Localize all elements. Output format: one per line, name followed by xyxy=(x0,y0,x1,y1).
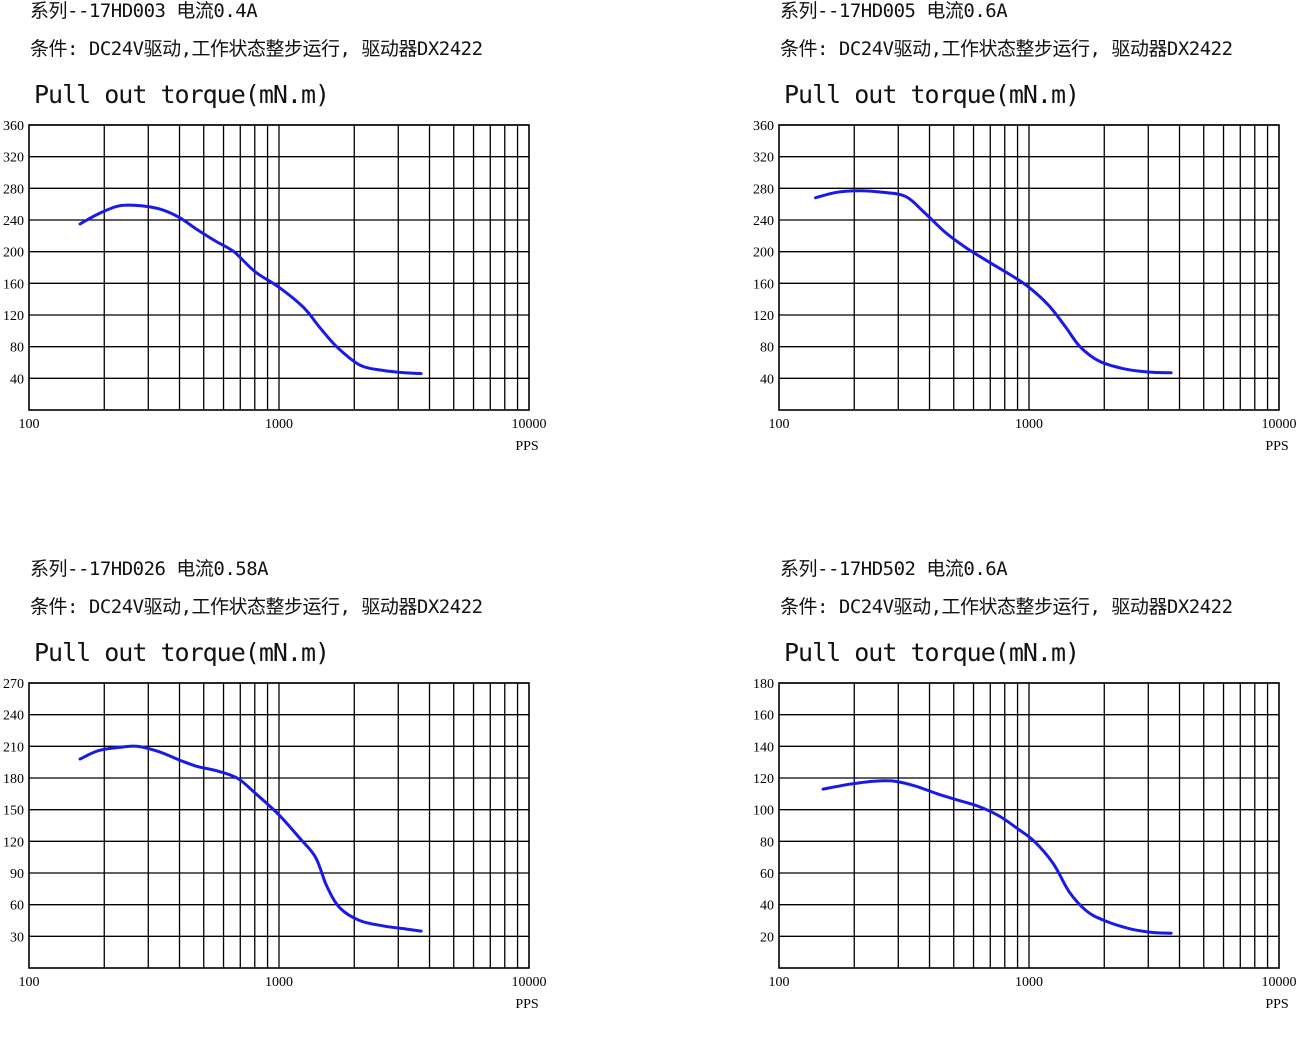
plot-frame xyxy=(778,682,1280,969)
condition-text: 条件: DC24V驱动,工作状态整步运行, 驱动器DX2422 xyxy=(780,596,1233,618)
y-tick-label: 280 xyxy=(753,182,774,197)
y-tick-label: 80 xyxy=(760,341,774,356)
x-tick-label: 1000 xyxy=(265,975,293,990)
y-tick-label: 120 xyxy=(753,309,774,324)
y-tick-label: 280 xyxy=(3,182,24,197)
y-tick-label: 40 xyxy=(10,372,24,387)
condition-text: 条件: DC24V驱动,工作状态整步运行, 驱动器DX2422 xyxy=(30,596,483,618)
condition-text: 条件: DC24V驱动,工作状态整步运行, 驱动器DX2422 xyxy=(780,38,1233,60)
x-axis-label: PPS xyxy=(1265,439,1288,454)
y-tick-label: 320 xyxy=(3,151,24,166)
chart-title: Pull out torque(mN.m) xyxy=(34,638,330,667)
x-tick-label: 1000 xyxy=(1015,417,1043,432)
y-tick-label: 60 xyxy=(760,867,774,882)
y-tick-label: 210 xyxy=(3,740,24,755)
chart-title: Pull out torque(mN.m) xyxy=(784,80,1080,109)
x-tick-label: 100 xyxy=(769,417,790,432)
x-tick-label: 10000 xyxy=(512,975,547,990)
chart-title: Pull out torque(mN.m) xyxy=(784,638,1080,667)
y-tick-label: 320 xyxy=(753,151,774,166)
plot-frame xyxy=(28,124,530,411)
x-tick-label: 10000 xyxy=(1262,417,1297,432)
y-tick-label: 240 xyxy=(3,214,24,229)
chart-panel-17hd005: 系列--17HD005 电流0.6A 条件: DC24V驱动,工作状态整步运行,… xyxy=(750,0,1300,480)
x-tick-label: 1000 xyxy=(265,417,293,432)
chart-panel-17hd003: 系列--17HD003 电流0.4A 条件: DC24V驱动,工作状态整步运行,… xyxy=(0,0,640,480)
series-heading: 系列--17HD502 电流0.6A xyxy=(780,558,1008,580)
y-tick-label: 270 xyxy=(3,677,24,692)
y-tick-label: 60 xyxy=(10,899,24,914)
condition-text: 条件: DC24V驱动,工作状态整步运行, 驱动器DX2422 xyxy=(30,38,483,60)
plot-frame xyxy=(28,682,530,969)
y-tick-label: 180 xyxy=(753,677,774,692)
x-axis-label: PPS xyxy=(515,997,538,1012)
x-tick-label: 100 xyxy=(19,417,40,432)
x-tick-label: 100 xyxy=(19,975,40,990)
x-tick-label: 10000 xyxy=(1262,975,1297,990)
plot-frame xyxy=(778,124,1280,411)
x-tick-label: 100 xyxy=(769,975,790,990)
y-tick-label: 240 xyxy=(753,214,774,229)
y-tick-label: 100 xyxy=(753,804,774,819)
series-heading: 系列--17HD003 电流0.4A xyxy=(30,0,258,22)
chart-panel-17hd502: 系列--17HD502 电流0.6A 条件: DC24V驱动,工作状态整步运行,… xyxy=(750,558,1300,1038)
y-tick-label: 90 xyxy=(10,867,24,882)
y-tick-label: 360 xyxy=(753,119,774,134)
y-tick-label: 120 xyxy=(3,835,24,850)
y-tick-label: 120 xyxy=(3,309,24,324)
y-tick-label: 30 xyxy=(10,930,24,945)
series-heading: 系列--17HD026 电流0.58A xyxy=(30,558,269,580)
x-axis-label: PPS xyxy=(515,439,538,454)
y-tick-label: 200 xyxy=(753,246,774,261)
y-tick-label: 140 xyxy=(753,740,774,755)
torque-chart: 40 80 120 160 200 240 280 320 360 100 1000 10000 PPS xyxy=(3,119,547,454)
x-axis-label: PPS xyxy=(1265,997,1288,1012)
y-tick-label: 240 xyxy=(3,709,24,724)
torque-curve xyxy=(814,189,1173,375)
y-tick-label: 360 xyxy=(3,119,24,134)
y-tick-label: 20 xyxy=(760,930,774,945)
series-heading: 系列--17HD005 电流0.6A xyxy=(780,0,1008,22)
torque-curve xyxy=(78,203,423,376)
x-tick-label: 10000 xyxy=(512,417,547,432)
y-tick-label: 80 xyxy=(10,341,24,356)
y-tick-label: 40 xyxy=(760,899,774,914)
y-tick-label: 120 xyxy=(753,772,774,787)
x-tick-label: 1000 xyxy=(1015,975,1043,990)
chart-title: Pull out torque(mN.m) xyxy=(34,80,330,109)
y-tick-label: 40 xyxy=(760,372,774,387)
y-tick-label: 160 xyxy=(753,277,774,292)
torque-curve xyxy=(821,779,1173,935)
torque-chart: 40 80 120 160 200 240 280 320 360 100 1000 10000 PPS xyxy=(753,119,1297,454)
torque-chart: 20 40 60 80 100 120 140 160 180 100 1000 10000 PPS xyxy=(753,677,1297,1012)
y-tick-label: 160 xyxy=(753,709,774,724)
torque-curve xyxy=(78,744,423,933)
y-tick-label: 80 xyxy=(760,835,774,850)
torque-chart: 30 60 90 120 150 180 210 240 270 100 1000 10000 PPS xyxy=(3,677,547,1012)
y-tick-label: 200 xyxy=(3,246,24,261)
y-tick-label: 160 xyxy=(3,277,24,292)
y-tick-label: 180 xyxy=(3,772,24,787)
chart-panel-17hd026: 系列--17HD026 电流0.58A 条件: DC24V驱动,工作状态整步运行… xyxy=(0,558,640,1038)
y-tick-label: 150 xyxy=(3,804,24,819)
